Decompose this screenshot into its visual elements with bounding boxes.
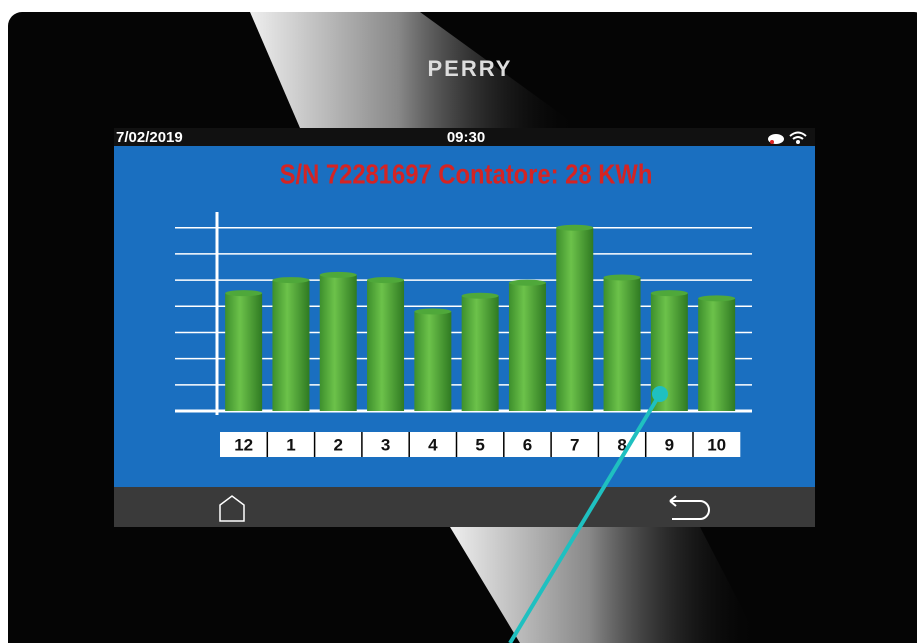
bar-cap bbox=[225, 290, 263, 297]
bar-cap bbox=[556, 224, 594, 231]
status-icons bbox=[768, 131, 807, 144]
callout-dot bbox=[652, 386, 668, 402]
bar-cap bbox=[319, 271, 357, 278]
home-button[interactable] bbox=[219, 495, 245, 522]
bar bbox=[461, 295, 499, 411]
back-button[interactable] bbox=[669, 495, 710, 520]
bar-cap bbox=[414, 308, 452, 315]
status-date: 7/02/2019 bbox=[116, 129, 183, 146]
bar bbox=[414, 311, 452, 411]
bar bbox=[272, 280, 310, 411]
brand-logo: PERRY bbox=[428, 56, 513, 81]
bar bbox=[225, 293, 263, 411]
x-tick-label: 9 bbox=[665, 435, 674, 454]
x-label-strip bbox=[220, 432, 741, 457]
x-tick-label: 2 bbox=[334, 435, 343, 454]
callout-line bbox=[508, 392, 662, 643]
x-tick-label: 7 bbox=[570, 435, 579, 454]
bar bbox=[556, 227, 594, 411]
status-bar bbox=[114, 128, 815, 146]
chart: 12 1 2 3 4 5 6 7 8 9 10 bbox=[175, 212, 752, 457]
bar bbox=[319, 274, 357, 411]
x-tick-label: 8 bbox=[617, 435, 626, 454]
bar-cap bbox=[461, 292, 499, 299]
bar-cap bbox=[367, 277, 405, 284]
x-tick-label: 4 bbox=[428, 435, 438, 454]
nav-bar bbox=[114, 487, 815, 527]
bar-cap bbox=[272, 277, 310, 284]
x-tick-label: 6 bbox=[523, 435, 532, 454]
bar bbox=[508, 282, 546, 411]
bar-cap bbox=[698, 295, 736, 302]
x-tick-label: 10 bbox=[707, 435, 726, 454]
chart-title: S/N 72281697 Contatore: 28 KWh bbox=[280, 158, 653, 190]
status-time: 09:30 bbox=[447, 129, 485, 146]
bar bbox=[367, 280, 405, 411]
bar-cap bbox=[650, 290, 688, 297]
x-tick-label: 3 bbox=[381, 435, 390, 454]
frame-highlight bbox=[250, 12, 580, 128]
x-tick-label: 12 bbox=[234, 435, 253, 454]
x-tick-label: 5 bbox=[475, 435, 484, 454]
bar bbox=[698, 298, 736, 411]
x-tick-label: 1 bbox=[286, 435, 295, 454]
bar bbox=[603, 277, 641, 411]
bar-cap bbox=[603, 274, 641, 281]
bar-cap bbox=[508, 279, 546, 286]
